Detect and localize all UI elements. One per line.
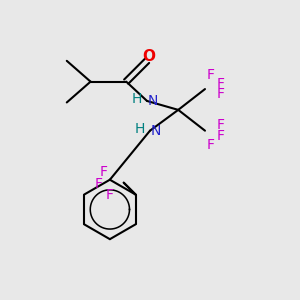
Text: O: O <box>142 49 155 64</box>
Text: N: N <box>151 124 161 138</box>
Text: N: N <box>148 94 158 108</box>
Text: H: H <box>134 122 145 136</box>
Text: F: F <box>216 129 224 143</box>
Text: F: F <box>216 118 224 132</box>
Text: F: F <box>105 188 113 202</box>
Text: F: F <box>216 87 224 101</box>
Text: F: F <box>95 177 103 191</box>
Text: F: F <box>206 68 214 82</box>
Text: H: H <box>131 92 142 106</box>
Text: F: F <box>99 165 107 179</box>
Text: F: F <box>216 77 224 91</box>
Text: F: F <box>206 138 214 152</box>
